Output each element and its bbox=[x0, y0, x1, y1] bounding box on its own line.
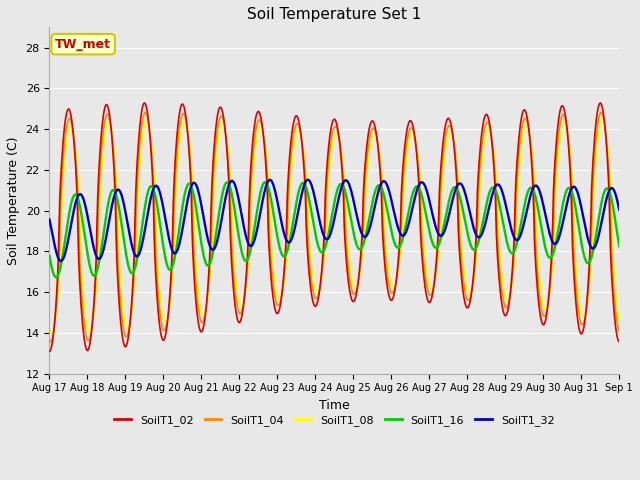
Y-axis label: Soil Temperature (C): Soil Temperature (C) bbox=[7, 136, 20, 265]
Title: Soil Temperature Set 1: Soil Temperature Set 1 bbox=[247, 7, 422, 22]
X-axis label: Time: Time bbox=[319, 399, 349, 412]
Legend: SoilT1_02, SoilT1_04, SoilT1_08, SoilT1_16, SoilT1_32: SoilT1_02, SoilT1_04, SoilT1_08, SoilT1_… bbox=[110, 411, 559, 431]
Text: TW_met: TW_met bbox=[55, 37, 111, 51]
